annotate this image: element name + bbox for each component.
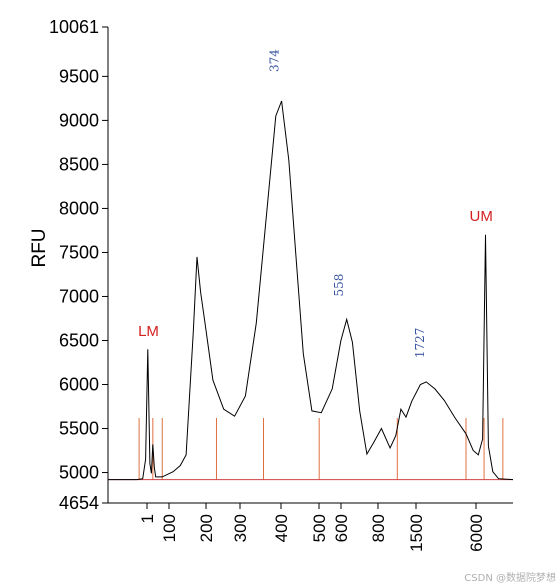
y-ticks: 4654 5000 5500 6000 6500 7000 7500 8000 8500 9000… xyxy=(49,17,108,513)
x-tick-label: 800 xyxy=(369,514,388,542)
peak-label: 558 xyxy=(332,274,346,297)
x-tick-label: 600 xyxy=(332,514,351,542)
x-tick-label: 400 xyxy=(272,514,291,542)
y-tick-label: 6500 xyxy=(59,330,99,350)
x-tick-label: 1500 xyxy=(407,514,426,552)
peak-label: 374 xyxy=(268,49,282,72)
y-tick-label: 5000 xyxy=(59,463,99,483)
y-tick-label: 8500 xyxy=(59,154,99,174)
y-tick-label: 7000 xyxy=(59,286,99,306)
y-tick-label: 7500 xyxy=(59,242,99,262)
x-tick-label: 100 xyxy=(160,514,179,542)
x-tick-label: 500 xyxy=(310,514,329,542)
y-tick-label: 10061 xyxy=(49,17,99,37)
y-tick-label: 5500 xyxy=(59,419,99,439)
annotations: 374 558 1727 LM UM xyxy=(138,49,493,358)
y-axis-label: RFU xyxy=(29,228,50,267)
watermark: CSDN @数据院梦想 xyxy=(464,573,556,584)
x-tick-label: 300 xyxy=(231,514,250,542)
y-tick-label: 4654 xyxy=(59,493,99,513)
x-tick-label: 6000 xyxy=(467,514,486,552)
peak-label: 1727 xyxy=(413,328,427,359)
x-ticks: 1 100 200 300 400 500 600 800 1500 6000 xyxy=(138,503,486,552)
x-tick-label: 1 xyxy=(138,514,157,523)
trace xyxy=(108,100,514,481)
y-tick-label: 9000 xyxy=(59,110,99,130)
y-tick-label: 6000 xyxy=(59,375,99,395)
x-tick-label: 200 xyxy=(197,514,216,542)
y-tick-label: 8000 xyxy=(59,198,99,218)
y-tick-label: 9500 xyxy=(59,66,99,86)
marker-label: LM xyxy=(138,323,159,340)
trace-line xyxy=(108,100,514,481)
marker-lines xyxy=(138,417,504,480)
marker-label: UM xyxy=(470,208,493,225)
axes xyxy=(107,27,513,504)
